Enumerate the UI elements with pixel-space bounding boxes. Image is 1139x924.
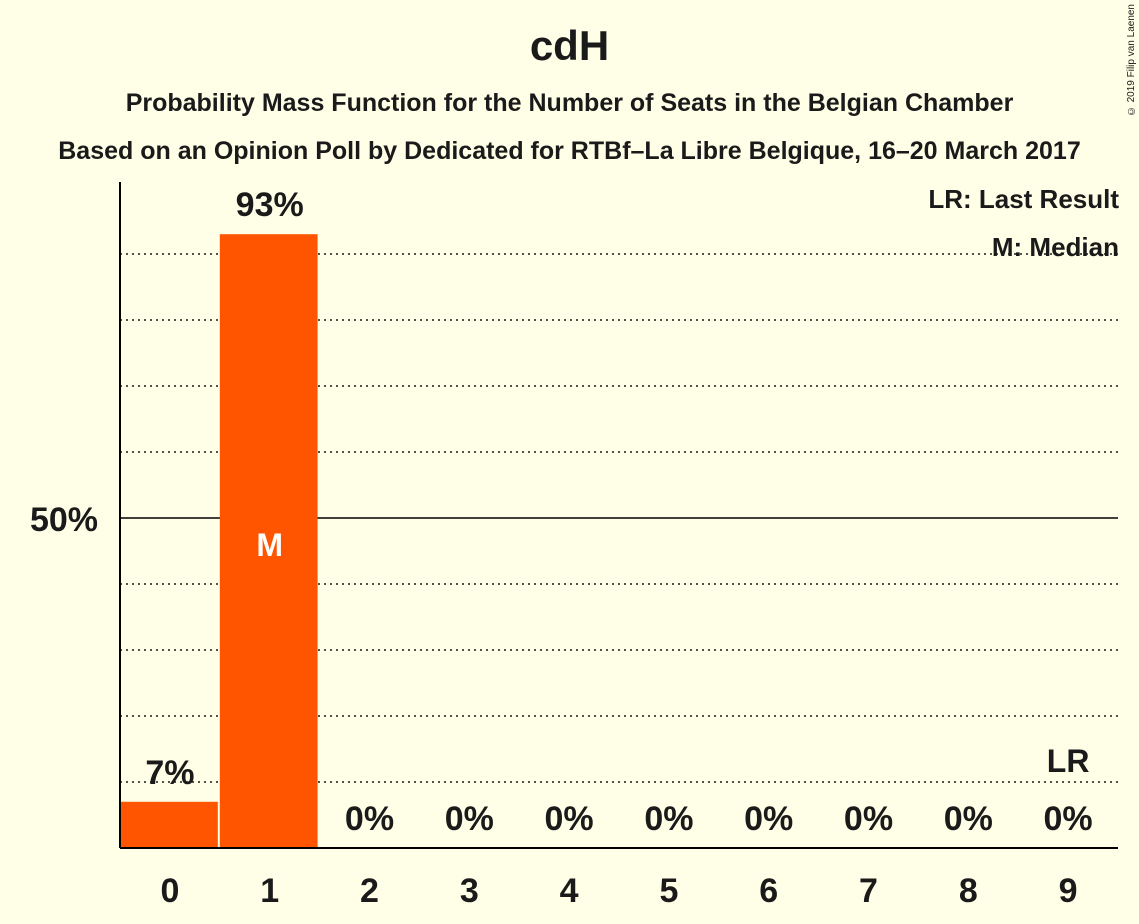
median-marker: M	[256, 527, 283, 563]
value-label: 0%	[445, 800, 494, 838]
last-result-marker: LR	[1047, 743, 1090, 779]
x-tick-label: 2	[360, 872, 379, 910]
chart-title: cdH	[529, 22, 610, 69]
value-label: 0%	[944, 800, 993, 838]
chart-subtitle: Probability Mass Function for the Number…	[125, 89, 1014, 117]
legend-last-result: LR: Last Result	[928, 184, 1119, 214]
chart-source: Based on an Opinion Poll by Dedicated fo…	[58, 137, 1081, 165]
x-tick-label: 8	[959, 872, 978, 910]
value-label: 0%	[345, 800, 394, 838]
x-tick-label: 6	[759, 872, 778, 910]
value-label: 7%	[145, 754, 194, 792]
value-label: 0%	[1044, 800, 1093, 838]
x-tick-label: 3	[460, 872, 479, 910]
value-label: 0%	[545, 800, 594, 838]
value-label: 0%	[744, 800, 793, 838]
value-label: 0%	[844, 800, 893, 838]
x-tick-label: 1	[260, 872, 279, 910]
x-tick-label: 9	[1059, 872, 1078, 910]
bar	[120, 801, 218, 848]
x-tick-label: 4	[560, 872, 579, 910]
y-tick-label: 50%	[30, 501, 98, 539]
x-tick-label: 5	[659, 872, 678, 910]
x-tick-label: 0	[160, 872, 179, 910]
legend-median: M: Median	[991, 232, 1119, 262]
value-label: 0%	[644, 800, 693, 838]
x-tick-label: 7	[859, 872, 878, 910]
value-label: 93%	[236, 186, 304, 224]
bar	[219, 234, 318, 848]
